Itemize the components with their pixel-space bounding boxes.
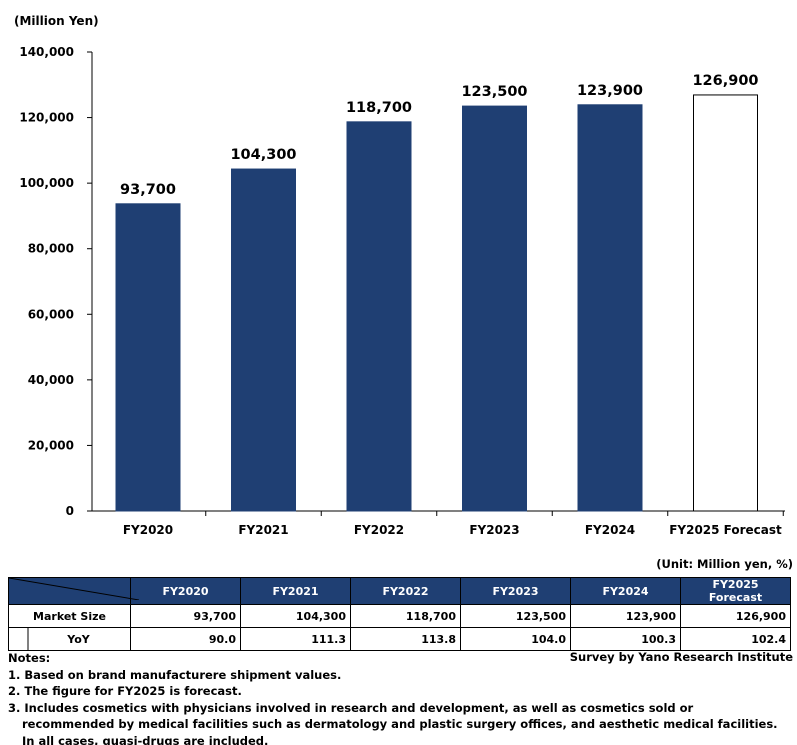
cell: 104,300	[240, 604, 351, 628]
row-label: Market Size	[8, 604, 131, 628]
header-cell: FY2022	[350, 577, 461, 605]
note-item: 3. Includes cosmetics with physicians in…	[8, 700, 694, 715]
data-label: 126,900	[692, 73, 758, 89]
y-tick-label: 80,000	[28, 242, 74, 256]
bar	[577, 104, 643, 512]
corner-cell	[8, 577, 139, 605]
x-tick-label: FY2022	[354, 523, 404, 537]
note-item: 1. Based on brand manufacturere shipment…	[8, 667, 342, 682]
header-cell: FY2024	[570, 577, 681, 605]
table-unit: (Unit: Million yen, %)	[656, 557, 793, 571]
header-cell: FY2025 Forecast	[680, 577, 791, 605]
data-label: 93,700	[120, 182, 176, 198]
y-tick-label: 100,000	[19, 176, 74, 190]
row-label: YoY	[8, 627, 131, 651]
y-unit-label: (Million Yen)	[14, 14, 99, 28]
cell: 113.8	[350, 627, 461, 651]
cell: 90.0	[130, 627, 241, 651]
bar-chart: 0 20,000 40,000 60,000 80,000 100,000 120,000 1…	[19, 45, 785, 537]
cell: 104.0	[460, 627, 571, 651]
cell: 102.4	[680, 627, 791, 651]
x-tick-label: FY2020	[123, 523, 173, 537]
source-credit: Survey by Yano Research Institute	[569, 650, 793, 664]
y-tick-label: 60,000	[28, 307, 74, 321]
data-label: 118,700	[346, 100, 412, 116]
cell: 123,500	[460, 604, 571, 628]
x-tick-label: FY2023	[469, 523, 519, 537]
cell: 93,700	[130, 604, 241, 628]
notes: Notes: 1. Based on brand manufacturere s…	[8, 650, 778, 745]
data-label: 123,900	[577, 83, 643, 99]
header-cell: FY2023	[460, 577, 571, 605]
cell: 126,900	[680, 604, 791, 628]
notes-title: Notes:	[8, 651, 51, 665]
x-tick-label: FY2025 Forecast	[669, 523, 782, 537]
cell: 111.3	[240, 627, 351, 651]
cell: 123,900	[570, 604, 681, 628]
y-tick-label: 140,000	[19, 45, 74, 59]
y-tick-label: 0	[66, 504, 74, 518]
cell: 118,700	[350, 604, 461, 628]
bar	[693, 94, 758, 512]
y-tick-label: 120,000	[19, 111, 74, 125]
note-item: 2. The figure for FY2025 is forecast.	[8, 684, 242, 698]
note-item: In all cases, quasi-drugs are included.	[22, 733, 269, 745]
cell: 100.3	[570, 627, 681, 651]
bar	[462, 105, 527, 512]
bar	[346, 121, 412, 512]
bar	[115, 203, 181, 512]
table-row-market-size: Market Size 93,700 104,300 118,700 123,5…	[8, 604, 791, 628]
data-label: 104,300	[230, 147, 296, 163]
header-cell: FY2020	[130, 577, 241, 605]
bar	[231, 168, 296, 512]
data-table: FY2020 FY2021 FY2022 FY2023 FY2024 FY202…	[8, 577, 791, 651]
table-header-row: FY2020 FY2021 FY2022 FY2023 FY2024 FY202…	[8, 577, 791, 605]
note-item: recommended by medical facilities such a…	[22, 717, 778, 731]
x-tick-label: FY2024	[585, 523, 635, 537]
table-row-yoy: YoY 90.0 111.3 113.8 104.0 100.3 102.4	[8, 627, 791, 651]
y-tick-label: 40,000	[28, 373, 74, 387]
data-label: 123,500	[461, 84, 527, 100]
x-tick-label: FY2021	[238, 523, 288, 537]
header-cell: FY2021	[240, 577, 351, 605]
y-tick-label: 20,000	[28, 438, 74, 452]
